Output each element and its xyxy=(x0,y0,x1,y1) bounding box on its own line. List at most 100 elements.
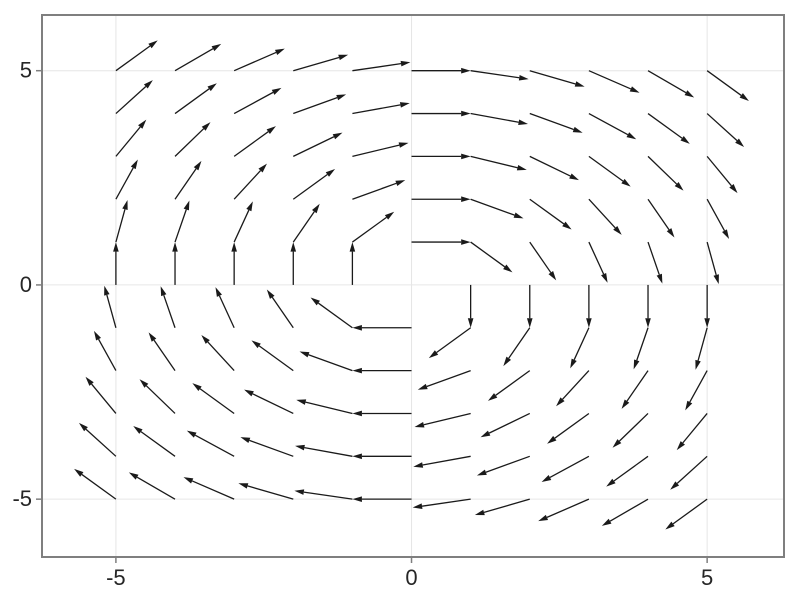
vector-arrow-shaft xyxy=(271,296,294,329)
vector-arrow-head xyxy=(633,359,640,370)
x-tick-label: 0 xyxy=(405,565,417,590)
vector-arrow-head xyxy=(674,182,684,191)
vector-arrow-head xyxy=(172,242,178,252)
vector-arrow-head xyxy=(332,132,343,140)
vector-arrow-shaft xyxy=(292,173,328,200)
vector-arrow-head xyxy=(128,472,139,480)
vector-arrow-shaft xyxy=(483,498,530,514)
vector-arrow-head xyxy=(556,397,565,407)
vector-arrow-head xyxy=(258,163,267,173)
vector-arrow-head xyxy=(541,475,552,483)
vector-arrow-shaft xyxy=(613,455,649,482)
vector-arrow-shaft xyxy=(562,370,590,400)
vector-arrow-head xyxy=(193,160,202,171)
vector-arrow-head xyxy=(399,102,410,108)
vector-arrow-shaft xyxy=(352,104,401,115)
vector-arrow-head xyxy=(211,43,222,52)
vector-arrow-shaft xyxy=(470,112,519,123)
vector-arrow-shaft xyxy=(488,412,531,434)
vector-arrow-shaft xyxy=(626,370,649,402)
vector-arrow-head xyxy=(513,212,524,219)
vector-arrow-head xyxy=(574,81,585,87)
vector-arrow-head xyxy=(461,239,471,245)
vector-arrow-shaft xyxy=(115,45,151,72)
vector-arrow-shaft xyxy=(233,131,269,157)
vector-arrow-head xyxy=(78,422,88,432)
vector-arrow-shaft xyxy=(706,70,742,96)
vector-arrow-head xyxy=(384,211,395,220)
vector-arrow-shaft xyxy=(588,70,632,90)
vector-arrow-head xyxy=(562,221,572,230)
vector-arrow-head xyxy=(461,67,471,74)
vector-arrow-shaft xyxy=(153,339,176,371)
vector-arrow-shaft xyxy=(233,91,274,115)
vector-arrow-head xyxy=(626,132,637,140)
vector-arrow-shaft xyxy=(249,439,294,457)
vector-arrow-head xyxy=(613,225,622,235)
vector-arrow-shaft xyxy=(421,498,471,507)
vector-arrow-shaft xyxy=(426,370,471,388)
vector-arrow-head xyxy=(148,332,157,342)
vector-arrow-shaft xyxy=(609,498,649,522)
vector-arrow-shaft xyxy=(706,241,717,276)
vector-arrow-head xyxy=(266,126,276,134)
vector-arrow-shaft xyxy=(588,155,624,182)
vector-arrow-shaft xyxy=(706,198,726,231)
vector-arrow-shaft xyxy=(436,327,472,354)
vector-arrow-head xyxy=(548,270,557,281)
vector-arrow-shaft xyxy=(174,48,214,72)
vector-arrow-head xyxy=(113,242,119,252)
vector-arrow-shaft xyxy=(676,455,708,484)
vector-arrow-head xyxy=(74,468,84,477)
axis-frame xyxy=(41,14,785,558)
vector-arrow-head xyxy=(183,200,190,211)
vector-arrow-shaft xyxy=(470,198,515,216)
vector-arrow-head xyxy=(240,437,251,444)
vector-arrow-shaft xyxy=(317,302,353,329)
x-tick-label: 5 xyxy=(701,565,713,590)
vector-arrow-head xyxy=(684,90,695,98)
vector-arrow-head xyxy=(518,74,529,81)
vector-arrow-head xyxy=(601,272,608,283)
vector-arrow-head xyxy=(461,153,471,160)
vector-arrow-shaft xyxy=(174,168,197,200)
vector-arrow-shaft xyxy=(115,126,141,157)
vector-arrow-head xyxy=(547,435,557,444)
vector-arrow-head xyxy=(352,496,362,502)
vector-arrow-head xyxy=(467,318,474,328)
vector-arrow-head xyxy=(93,330,102,341)
vector-arrow-shaft xyxy=(588,241,605,275)
vector-arrow-head xyxy=(526,318,533,328)
vector-arrow-shaft xyxy=(293,97,338,115)
vector-arrow-shaft xyxy=(618,412,649,442)
vector-arrow-shaft xyxy=(529,241,552,273)
vector-arrow-shaft xyxy=(573,327,590,361)
vector-arrow-head xyxy=(680,135,690,144)
vector-arrow-head xyxy=(296,399,307,405)
vector-arrow-shaft xyxy=(529,198,565,225)
vector-arrow-shaft xyxy=(697,327,708,361)
vector-arrow-shaft xyxy=(199,388,235,414)
vector-arrow-head xyxy=(312,203,320,214)
vector-arrow-shaft xyxy=(174,128,205,157)
vector-arrow-head xyxy=(569,173,579,181)
vector-arrow-shaft xyxy=(682,413,708,444)
vector-arrow-head xyxy=(352,367,362,374)
vector-arrow-head xyxy=(412,503,423,509)
vector-arrow-shaft xyxy=(588,198,616,229)
vector-arrow-shaft xyxy=(163,294,176,328)
vector-arrow-shaft xyxy=(422,455,471,466)
vector-arrow-shaft xyxy=(233,209,250,243)
vector-arrow-head xyxy=(274,48,285,56)
vector-arrow-shaft xyxy=(303,491,353,500)
vector-arrow-shaft xyxy=(470,70,520,79)
grid-lines xyxy=(42,15,784,557)
vector-arrow-shaft xyxy=(115,167,134,200)
vector-arrow-head xyxy=(666,228,675,238)
vector-arrow-head xyxy=(572,126,583,133)
vector-arrow-shaft xyxy=(546,498,590,518)
vector-arrow-shaft xyxy=(423,412,471,426)
vector-arrow-shaft xyxy=(81,473,117,500)
vector-arrow-shaft xyxy=(647,198,670,231)
vector-arrow-shaft xyxy=(293,56,340,72)
